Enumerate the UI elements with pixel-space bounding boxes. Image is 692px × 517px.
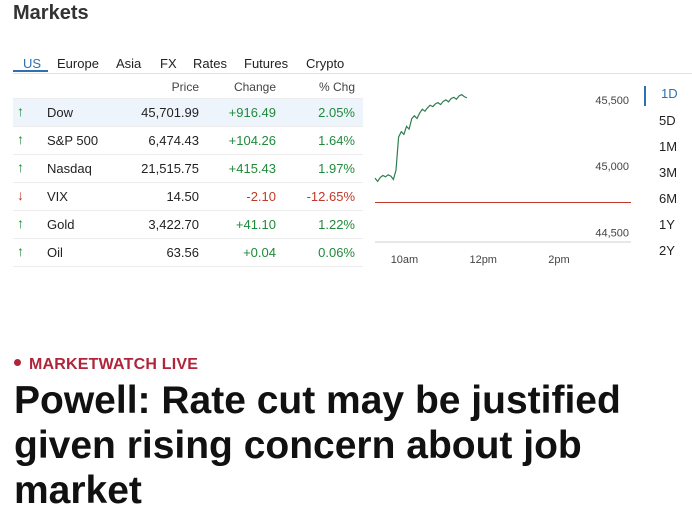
row-change: +916.49 bbox=[228, 105, 276, 120]
y-tick-label: 45,500 bbox=[595, 95, 629, 107]
live-dot-icon bbox=[14, 359, 21, 367]
row-name: Nasdaq bbox=[47, 161, 92, 176]
column-header-change: Change bbox=[233, 80, 276, 94]
article-kicker[interactable]: MARKETWATCH LIVE bbox=[14, 356, 198, 374]
range-1d[interactable]: 1D bbox=[644, 86, 692, 106]
column-header-pct: % Chg bbox=[318, 80, 355, 94]
market-table: Price Change % Chg ↑ Dow 45,701.99 +916.49 2… bbox=[13, 76, 363, 267]
x-tick-label: 12pm bbox=[469, 254, 497, 266]
arrow-up-icon: ↑ bbox=[17, 103, 24, 119]
row-name: Gold bbox=[47, 217, 75, 232]
row-name: Oil bbox=[47, 245, 63, 260]
row-change: -2.10 bbox=[246, 189, 276, 204]
row-price: 45,701.99 bbox=[141, 105, 199, 120]
tab-rates[interactable]: Rates bbox=[193, 56, 227, 71]
row-name: S&P 500 bbox=[47, 133, 99, 148]
row-price: 63.56 bbox=[166, 245, 199, 260]
row-price: 6,474.43 bbox=[148, 133, 199, 148]
arrow-up-icon: ↑ bbox=[17, 131, 24, 147]
row-change: +41.10 bbox=[235, 217, 276, 232]
table-row[interactable]: ↑ S&P 500 6,474.43 +104.26 1.64% bbox=[13, 126, 363, 154]
tab-futures[interactable]: Futures bbox=[244, 56, 289, 71]
y-tick-label: 44,500 bbox=[595, 227, 629, 239]
table-row[interactable]: ↓ VIX 14.50 -2.10 -12.65% bbox=[13, 182, 363, 210]
tab-asia[interactable]: Asia bbox=[116, 56, 142, 71]
market-tabs: US Europe Asia FX Rates Futures Crypto bbox=[13, 55, 692, 74]
arrow-up-icon: ↑ bbox=[17, 243, 24, 259]
arrow-down-icon: ↓ bbox=[17, 187, 24, 203]
series-line bbox=[374, 93, 468, 183]
row-pct-change: -12.65% bbox=[306, 189, 355, 204]
row-pct-change: 1.97% bbox=[318, 161, 355, 176]
row-price: 21,515.75 bbox=[141, 161, 199, 176]
table-header: Price Change % Chg bbox=[13, 76, 363, 98]
index-chart[interactable]: 44,500 45,000 45,500 10am 12pm 2pm bbox=[365, 83, 637, 268]
row-pct-change: 0.06% bbox=[318, 245, 355, 260]
x-tick-label: 2pm bbox=[548, 254, 569, 266]
column-header-price: Price bbox=[171, 80, 199, 94]
row-price: 14.50 bbox=[166, 189, 199, 204]
arrow-up-icon: ↑ bbox=[17, 159, 24, 175]
row-change: +104.26 bbox=[228, 133, 276, 148]
row-pct-change: 2.05% bbox=[318, 105, 355, 120]
arrow-up-icon: ↑ bbox=[17, 215, 24, 231]
x-tick-label: 10am bbox=[391, 254, 419, 266]
row-pct-change: 1.22% bbox=[318, 217, 355, 232]
tab-us[interactable]: US bbox=[23, 56, 42, 71]
page-title: Markets bbox=[13, 2, 89, 24]
row-pct-change: 1.64% bbox=[318, 133, 355, 148]
tab-fx[interactable]: FX bbox=[160, 56, 177, 71]
row-price: 3,422.70 bbox=[148, 217, 199, 232]
active-tab-indicator bbox=[13, 70, 48, 72]
tab-europe[interactable]: Europe bbox=[57, 56, 99, 71]
article-headline[interactable]: Powell: Rate cut may be justified given … bbox=[14, 379, 621, 512]
table-row[interactable]: ↑ Dow 45,701.99 +916.49 2.05% bbox=[13, 98, 363, 126]
row-name: VIX bbox=[47, 189, 68, 204]
tab-crypto[interactable]: Crypto bbox=[306, 56, 345, 71]
row-change: +0.04 bbox=[243, 245, 276, 260]
table-row[interactable]: ↑ Nasdaq 21,515.75 +415.43 1.97% bbox=[13, 154, 363, 182]
y-tick-label: 45,000 bbox=[595, 161, 629, 173]
table-row[interactable]: ↑ Oil 63.56 +0.04 0.06% bbox=[13, 238, 363, 267]
row-change: +415.43 bbox=[228, 161, 276, 176]
row-name: Dow bbox=[47, 105, 74, 120]
table-row[interactable]: ↑ Gold 3,422.70 +41.10 1.22% bbox=[13, 210, 363, 238]
